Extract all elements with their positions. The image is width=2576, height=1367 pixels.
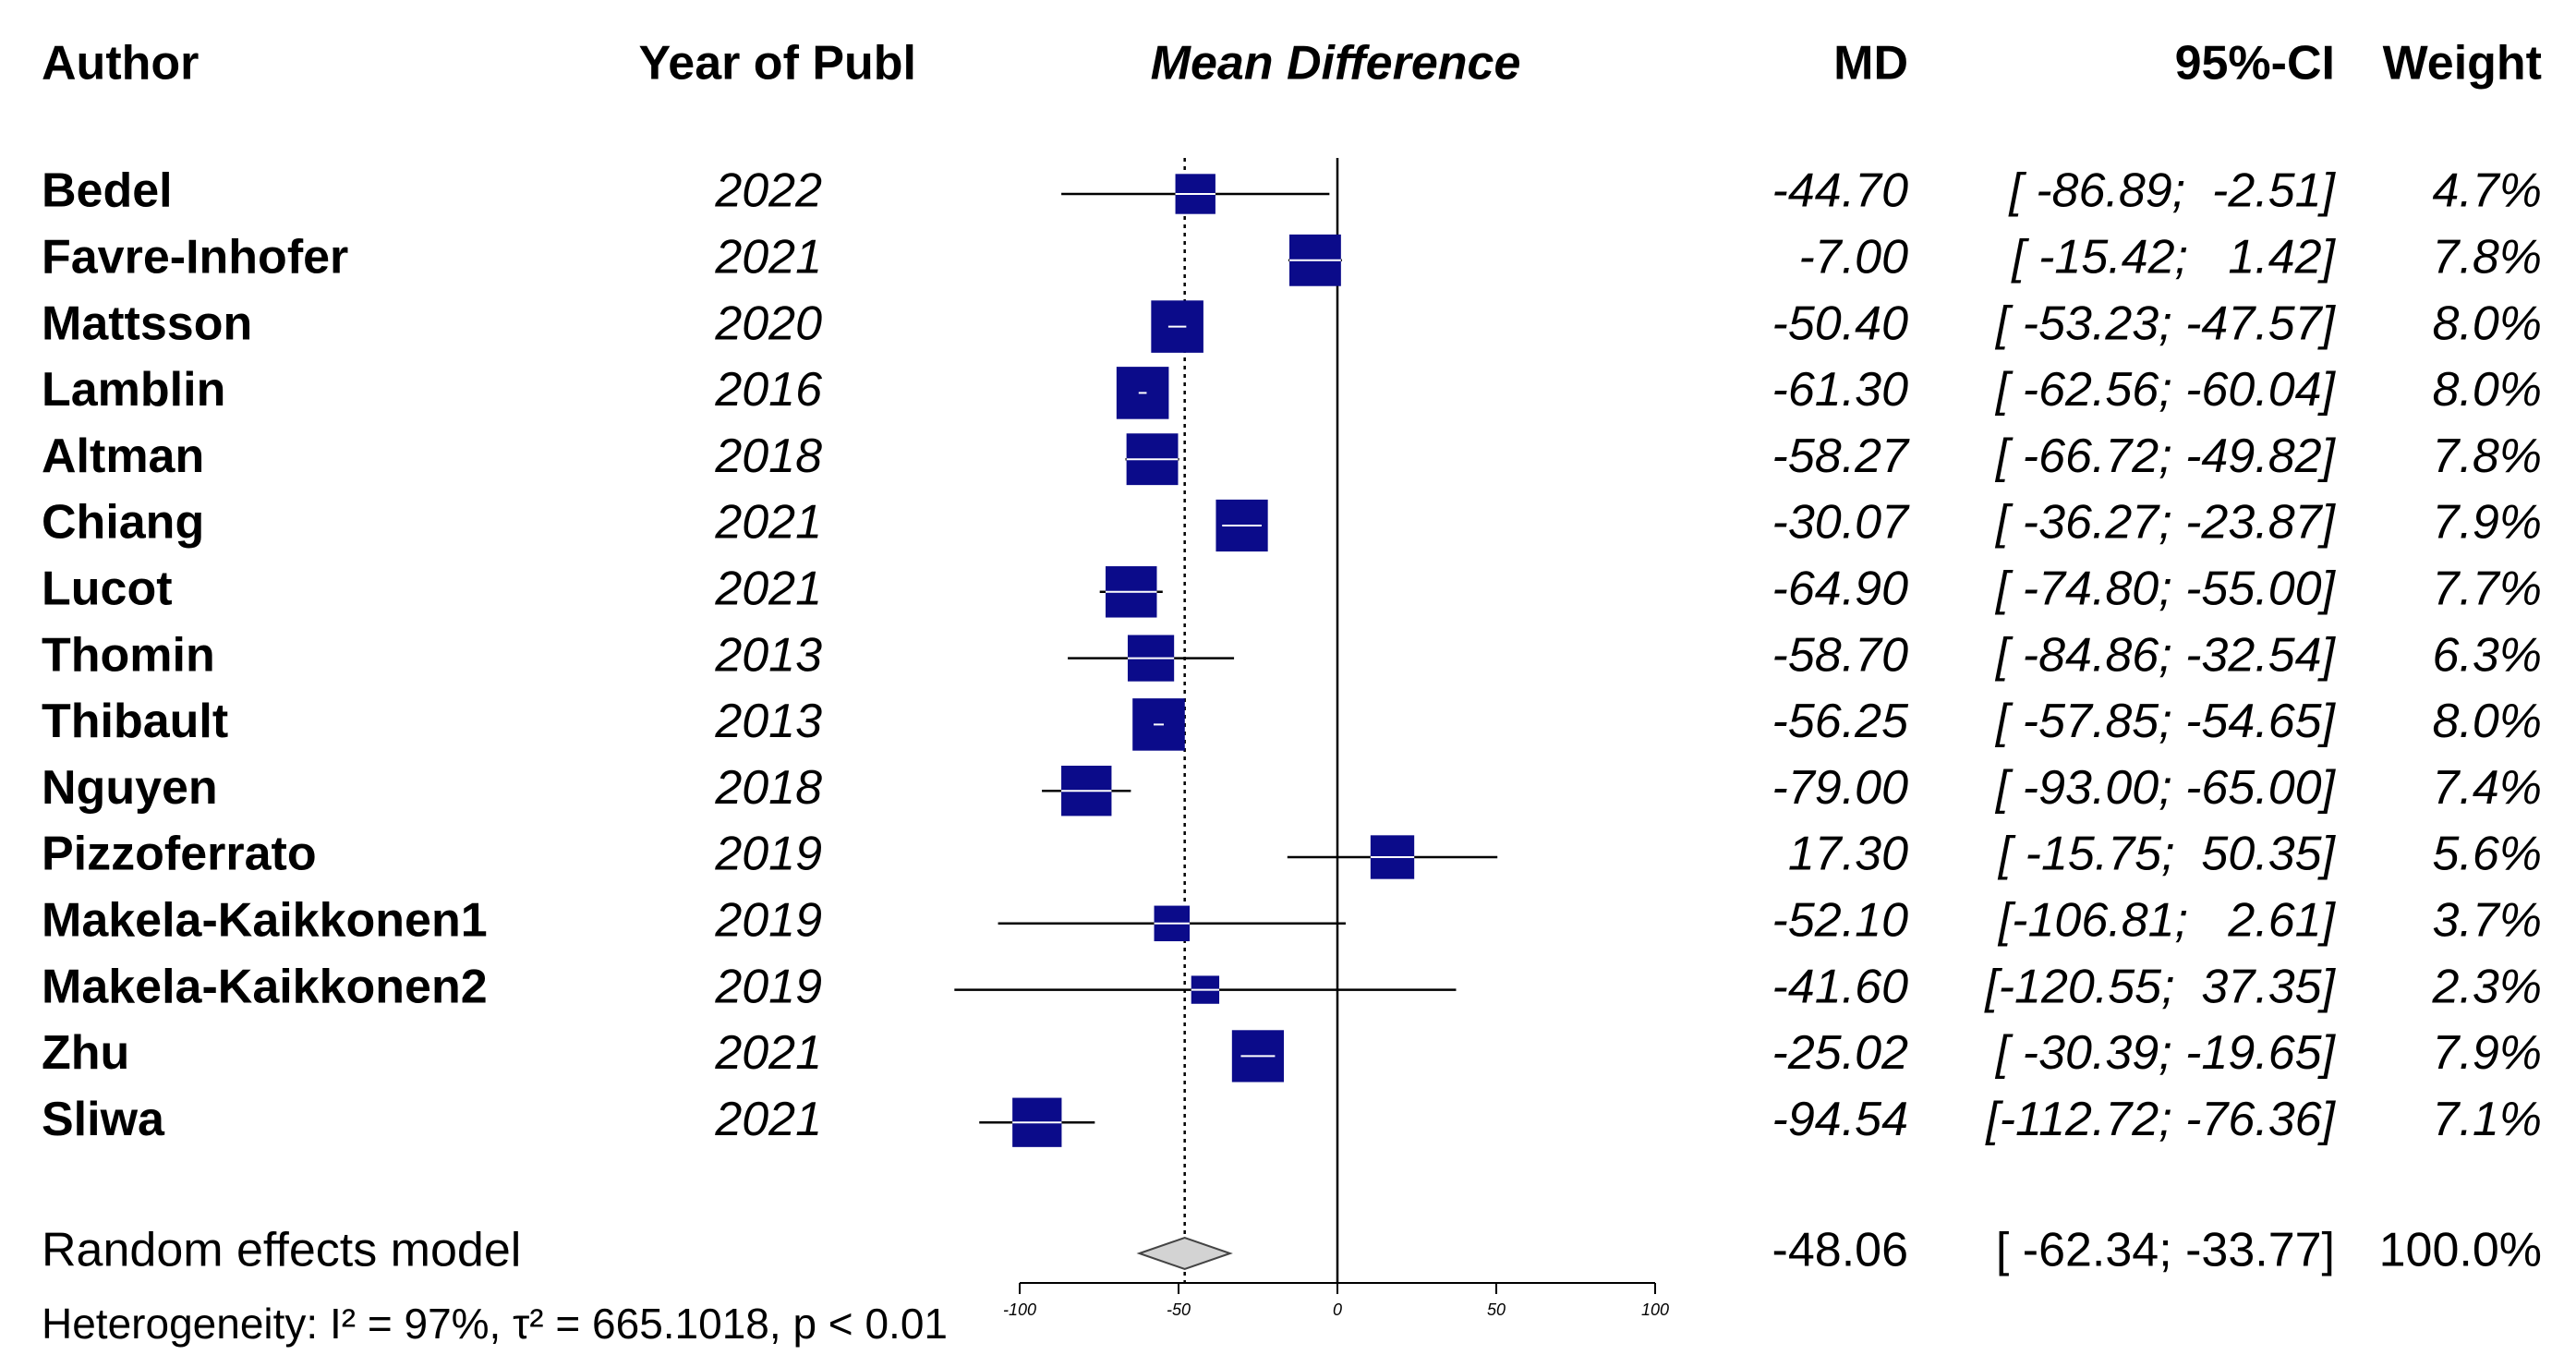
year: 2022 [714, 164, 822, 218]
heterogeneity: Heterogeneity: I² = 97%, τ² = 665.1018, … [42, 1300, 948, 1348]
header-year: Year of Publ [638, 37, 916, 91]
md-label: -56.25 [1772, 695, 1910, 748]
year: 2016 [714, 363, 822, 417]
weight-label: 7.4% [2432, 761, 2542, 815]
pooled-weight: 100.0% [2379, 1224, 2542, 1277]
weight-label: 7.8% [2432, 429, 2542, 483]
weight-label: 7.7% [2432, 563, 2542, 616]
ci-label: [ -93.00; -65.00] [1995, 761, 2337, 815]
author: Nguyen [42, 761, 218, 815]
author: Lucot [42, 563, 173, 616]
author: Bedel [42, 164, 173, 218]
author: Lamblin [42, 363, 225, 417]
weight-label: 4.7% [2432, 164, 2542, 218]
author: Thomin [42, 628, 215, 682]
md-label: -58.70 [1772, 628, 1909, 682]
md-label: -64.90 [1772, 563, 1909, 616]
md-label: -52.10 [1772, 894, 1909, 948]
author: Thibault [42, 695, 228, 748]
weight-label: 5.6% [2432, 828, 2542, 881]
author: Favre-Inhofer [42, 231, 348, 284]
pooled-ci: [ -62.34; -33.77] [1996, 1224, 2335, 1277]
weight-label: 7.9% [2432, 1026, 2542, 1080]
ci-label: [ -30.39; -19.65] [1995, 1026, 2337, 1080]
ci-label: [-112.72; -76.36] [1985, 1093, 2336, 1146]
year: 2020 [714, 296, 822, 350]
author: Makela-Kaikkonen1 [42, 894, 488, 948]
ci-label: [ -74.80; -55.00] [1995, 563, 2337, 616]
year: 2018 [714, 429, 822, 483]
ci-label: [ -86.89; -2.51] [2008, 164, 2336, 218]
md-label: 17.30 [1788, 828, 1908, 881]
header-weight: Weight [2383, 37, 2542, 91]
year: 2021 [714, 496, 822, 550]
ci-label: [-106.81; 2.61] [1998, 894, 2337, 948]
x-tick-label: 100 [1641, 1300, 1669, 1319]
ci-label: [ -57.85; -54.65] [1995, 695, 2337, 748]
md-label: -44.70 [1772, 164, 1909, 218]
author: Mattsson [42, 296, 252, 350]
pooled-diamond [1136, 1236, 1233, 1271]
weight-label: 8.0% [2432, 296, 2542, 350]
header-author: Author [42, 37, 199, 91]
ci-label: [ -66.72; -49.82] [1995, 429, 2337, 483]
md-label: -50.40 [1772, 296, 1909, 350]
md-label: -61.30 [1772, 363, 1909, 417]
ci-label: [ -62.56; -60.04] [1995, 363, 2337, 417]
weight-label: 6.3% [2432, 628, 2542, 682]
year: 2019 [714, 960, 822, 1013]
pooled-label: Random effects model [42, 1224, 521, 1277]
md-label: -41.60 [1772, 960, 1909, 1013]
author: Chiang [42, 496, 204, 550]
md-label: -94.54 [1772, 1093, 1908, 1146]
year: 2018 [714, 761, 822, 815]
weight-label: 7.8% [2432, 231, 2542, 284]
year: 2019 [714, 894, 822, 948]
x-tick-label: -50 [1167, 1300, 1191, 1319]
author: Makela-Kaikkonen2 [42, 960, 488, 1013]
ci-label: [-120.55; 37.35] [1984, 960, 2336, 1013]
year: 2013 [714, 628, 822, 682]
md-label: -58.27 [1772, 429, 1911, 483]
year: 2021 [714, 563, 822, 616]
ci-label: [ -84.86; -32.54] [1995, 628, 2337, 682]
weight-label: 2.3% [2431, 960, 2542, 1013]
ci-label: [ -53.23; -47.57] [1995, 296, 2337, 350]
header-md: MD [1833, 37, 1908, 91]
weight-label: 7.1% [2432, 1093, 2542, 1146]
x-tick-label: -100 [1003, 1300, 1036, 1319]
year: 2021 [714, 231, 822, 284]
md-label: -7.00 [1798, 231, 1908, 284]
header-ci: 95%-CI [2175, 37, 2335, 91]
year: 2013 [714, 695, 822, 748]
year: 2021 [714, 1093, 822, 1146]
x-tick-label: 0 [1333, 1300, 1342, 1319]
author: Altman [42, 429, 204, 483]
year: 2021 [714, 1026, 822, 1080]
weight-label: 7.9% [2432, 496, 2542, 550]
x-tick-label: 50 [1487, 1300, 1506, 1319]
year: 2019 [714, 828, 822, 881]
md-label: -79.00 [1772, 761, 1909, 815]
ci-label: [ -15.42; 1.42] [2011, 231, 2336, 284]
author: Zhu [42, 1026, 129, 1080]
ci-label: [ -15.75; 50.35] [1998, 828, 2337, 881]
md-label: -30.07 [1772, 496, 1911, 550]
ci-label: [ -36.27; -23.87] [1995, 496, 2337, 550]
weight-label: 3.7% [2432, 894, 2542, 948]
md-label: -25.02 [1772, 1026, 1909, 1080]
author: Pizzoferrato [42, 828, 317, 881]
weight-label: 8.0% [2432, 695, 2542, 748]
author: Sliwa [42, 1093, 165, 1146]
header-plot: Mean Difference [1151, 37, 1521, 91]
weight-label: 8.0% [2432, 363, 2542, 417]
pooled-md: -48.06 [1772, 1224, 1908, 1277]
